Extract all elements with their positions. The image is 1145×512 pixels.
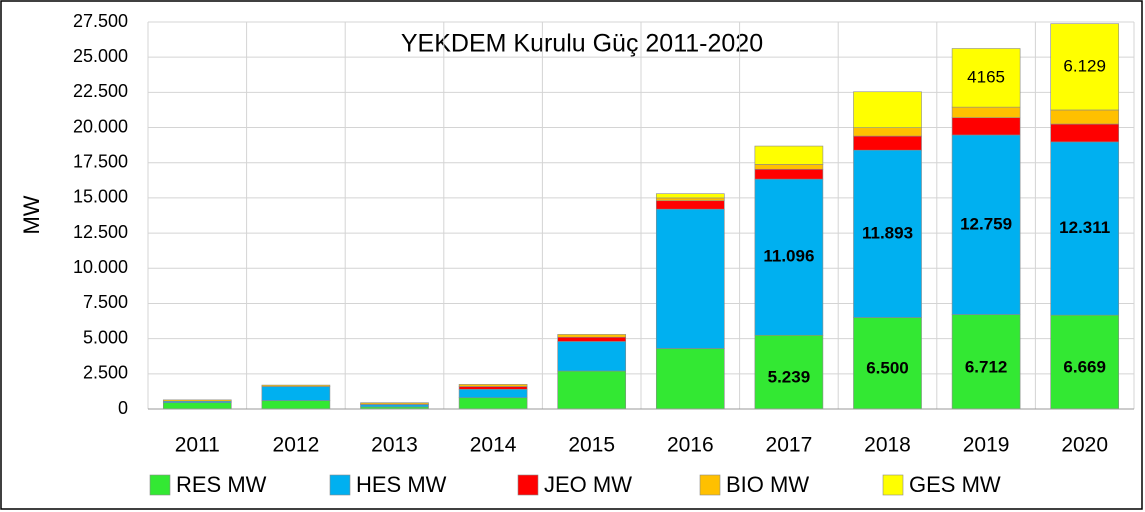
data-label: 6.500 <box>866 359 909 378</box>
y-tick-label: 22.500 <box>73 81 128 101</box>
data-label: 11.893 <box>862 223 913 242</box>
bar-segment <box>754 334 824 410</box>
y-tick-label: 15.000 <box>73 187 128 207</box>
bar-segment <box>655 197 725 202</box>
x-tick-label: 2018 <box>864 434 911 457</box>
bar-segment <box>1050 23 1120 111</box>
bar-segment <box>557 336 627 342</box>
data-label: 6.712 <box>965 357 1008 376</box>
legend-swatch <box>149 474 171 496</box>
bar-segment <box>655 348 725 410</box>
bar-segment <box>360 402 429 405</box>
bar-segment <box>261 384 331 387</box>
bar-segment <box>853 127 922 137</box>
data-label: 11.096 <box>763 247 814 266</box>
bar-segment <box>853 91 922 128</box>
legend-swatch <box>329 474 351 496</box>
bar-segment <box>261 386 331 401</box>
x-tick-label: 2020 <box>1061 434 1108 457</box>
y-tick-label: 5.000 <box>83 327 128 347</box>
bar-segment <box>655 208 725 349</box>
legend-label: RES MW <box>176 472 267 497</box>
legend-swatch <box>699 474 721 496</box>
y-tick-label: 27.500 <box>73 11 128 31</box>
bar-segment <box>655 193 725 199</box>
legend-swatch <box>517 474 539 496</box>
legend-label: GES MW <box>909 472 1001 497</box>
y-tick-label: 17.500 <box>73 151 128 171</box>
bar-segment <box>458 388 528 399</box>
legend-label: HES MW <box>356 472 447 497</box>
bar-segment <box>458 397 528 410</box>
bar-segment <box>261 400 331 410</box>
y-tick-label: 0 <box>118 398 128 418</box>
bar-segment <box>655 200 725 210</box>
bar-segment <box>754 145 824 165</box>
x-tick-label: 2011 <box>175 434 220 457</box>
bar-segment <box>1050 109 1120 125</box>
y-tick-label: 12.500 <box>73 222 128 242</box>
bar-segment <box>1050 314 1120 410</box>
bar-segment <box>951 134 1021 315</box>
bar-segment <box>1050 141 1120 316</box>
bar-segment <box>853 135 922 151</box>
bar-segment <box>951 48 1021 108</box>
y-tick-label: 20.000 <box>73 116 128 136</box>
legend-label: JEO MW <box>544 472 632 497</box>
x-tick-label: 2015 <box>568 434 615 457</box>
bar-segment <box>458 384 528 387</box>
bar-segment <box>754 178 824 336</box>
y-tick-label: 25.000 <box>73 46 128 66</box>
bar-segment <box>951 106 1021 118</box>
bar-segment <box>557 370 627 410</box>
chart-title: YEKDEM Kurulu Güç 2011-2020 <box>401 30 763 58</box>
bar-segment <box>360 404 429 408</box>
bar-segment <box>162 402 232 410</box>
data-label: 12.311 <box>1059 218 1110 237</box>
data-label: 12.759 <box>960 214 1012 233</box>
x-tick-label: 2014 <box>470 434 517 457</box>
y-tick-label: 2.500 <box>83 363 128 383</box>
bar-segment <box>557 341 627 372</box>
x-tick-label: 2012 <box>273 434 320 457</box>
y-tick-label: 10.000 <box>73 257 128 277</box>
data-label: 6.669 <box>1063 358 1106 377</box>
data-label: 6.129 <box>1063 56 1106 75</box>
x-tick-label: 2019 <box>963 434 1010 457</box>
bar-segment <box>951 314 1021 410</box>
bar-segment <box>853 149 922 318</box>
y-tick-label: 7.500 <box>83 292 128 312</box>
bar-segment <box>162 399 232 402</box>
bar-segment <box>754 164 824 170</box>
bar-segment <box>458 386 528 390</box>
x-tick-label: 2017 <box>766 434 813 457</box>
bar-segment <box>557 334 627 338</box>
x-tick-label: 2013 <box>371 434 418 457</box>
data-label: 4165 <box>967 67 1005 86</box>
y-axis-label: MW <box>19 195 44 234</box>
data-label: 5.239 <box>768 368 811 387</box>
bar-segment <box>754 168 824 180</box>
x-tick-label: 2016 <box>667 434 714 457</box>
legend-swatch <box>882 474 904 496</box>
bar-segment <box>1050 123 1120 143</box>
legend-label: BIO MW <box>726 472 809 497</box>
bar-segment <box>951 117 1021 136</box>
